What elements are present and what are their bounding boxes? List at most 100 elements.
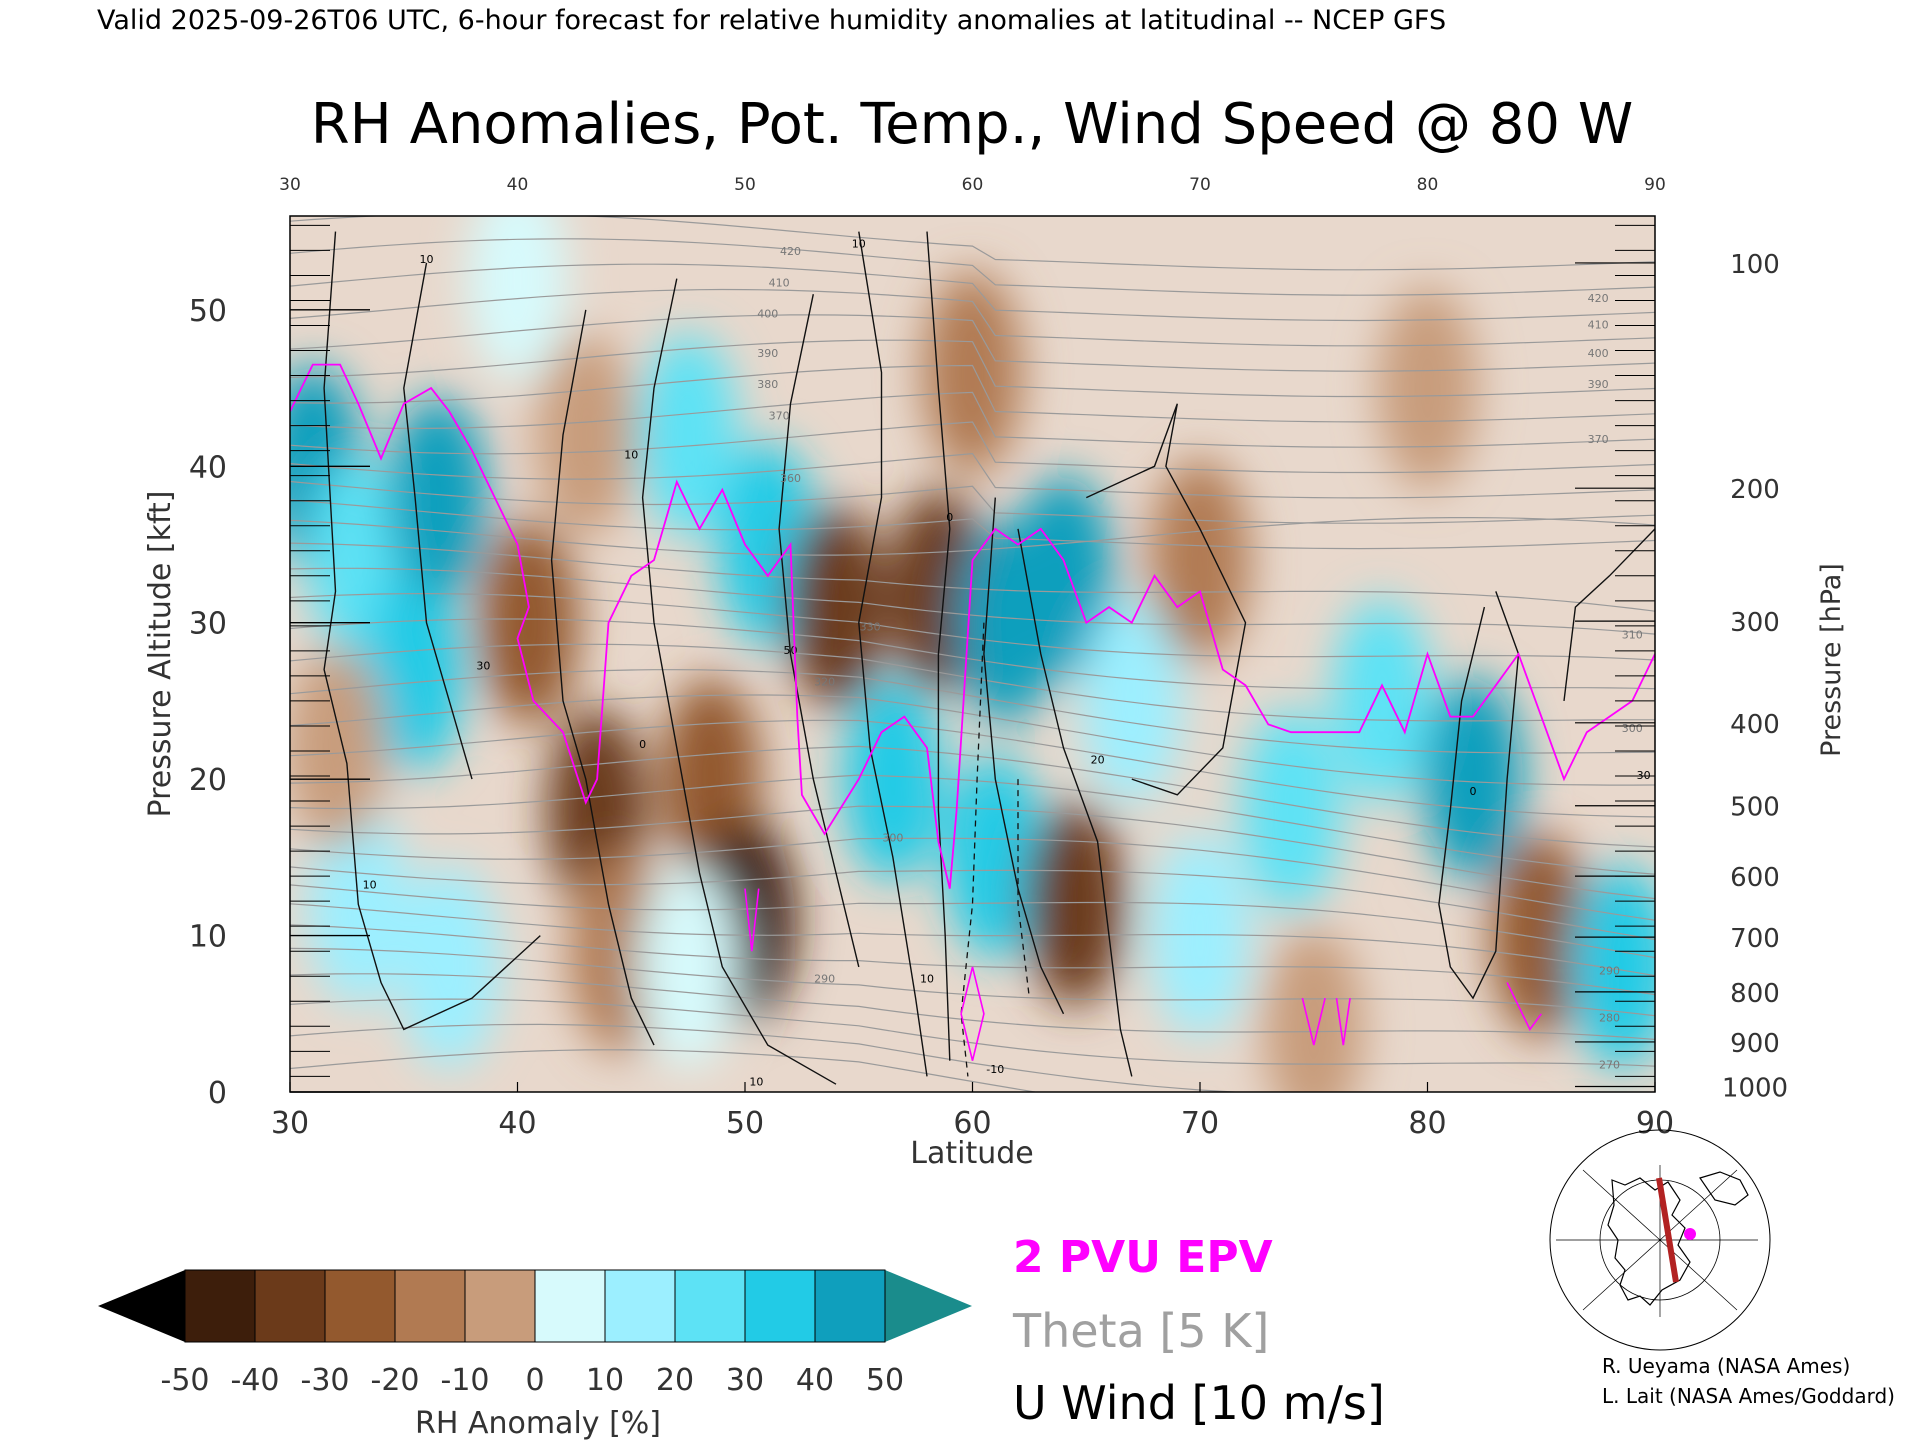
colorbar-segment [814, 1269, 886, 1343]
pressure-tick-label: 300 [1730, 608, 1780, 638]
theta-label: 360 [780, 472, 801, 485]
colorbar-tick-label: -20 [371, 1363, 420, 1398]
inset-map-marker [1684, 1228, 1696, 1240]
rh-anomaly-cell [365, 567, 466, 772]
x-tick-label: 70 [1181, 1106, 1219, 1141]
y-tick-label: 0 [208, 1076, 227, 1111]
pressure-tick-label: 1000 [1722, 1074, 1788, 1104]
pressure-tick-label: 400 [1730, 710, 1780, 740]
theta-contour [290, 618, 1655, 690]
colorbar-tick-label: -50 [161, 1363, 210, 1398]
rh-anomaly-cell [1081, 599, 1182, 803]
colorbar-segment [674, 1269, 746, 1343]
rh-anomaly-cell [638, 333, 739, 537]
wind-label: 10 [920, 973, 934, 986]
x-top-tick-label: 60 [962, 175, 984, 195]
x-axis-top: 30 40 50 60 70 80 90 [279, 175, 1666, 195]
theta-contour [290, 499, 1655, 550]
pressure-tick-label: 600 [1730, 863, 1780, 893]
rh-anomaly-cell [478, 521, 579, 725]
theta-label: 370 [769, 409, 790, 422]
legend-epv: 2 PVU EPV [1013, 1232, 1273, 1283]
u-wind-contours [323, 231, 1655, 1085]
theta-labels: 420 410 400 390 380 370 360 330 320 300 290 420 410 4… [757, 245, 1643, 1071]
rh-anomaly-cell [1240, 708, 1342, 913]
colorbar-segment [254, 1269, 326, 1343]
theta-contour [290, 391, 1655, 448]
colorbar-tick-label: 40 [796, 1363, 834, 1398]
x-top-tick-label: 80 [1417, 175, 1439, 195]
inset-map-transect [1656, 1177, 1679, 1283]
theta-contour [290, 421, 1655, 474]
theta-contour [290, 805, 1655, 900]
theta-label: 310 [1622, 628, 1643, 641]
rh-anomaly-cell [1422, 677, 1524, 881]
epv-line-segment [960, 966, 985, 1061]
x-axis-label: Latitude [910, 1136, 1033, 1171]
pressure-tick-label: 800 [1730, 979, 1780, 1009]
x-tick-label: 90 [1636, 1106, 1674, 1141]
theta-label: 280 [1599, 1012, 1620, 1025]
wind-label: 20 [1091, 754, 1105, 767]
legend-uwind: U Wind [10 m/s] [1013, 1376, 1385, 1430]
colorbar-tick-label: 0 [525, 1363, 544, 1398]
x-axis-bottom: 30 40 50 60 70 80 90 [271, 1082, 1674, 1141]
colorbar-segment [604, 1269, 676, 1343]
u-wind-contour [1438, 591, 1520, 1000]
y-tick-label: 40 [189, 450, 227, 485]
x-tick-label: 60 [953, 1106, 991, 1141]
inset-map-circle [1549, 1129, 1771, 1351]
epv-line-segment [744, 888, 760, 952]
theta-label: 290 [1599, 965, 1620, 978]
u-wind-contour [778, 294, 860, 968]
theta-label: 420 [780, 245, 801, 258]
colorbar-tick-label: 30 [726, 1363, 764, 1398]
u-wind-contour [1017, 528, 1133, 1077]
theta-label: 390 [757, 347, 778, 360]
wind-label: 0 [946, 511, 953, 524]
wind-label: -10 [986, 1063, 1004, 1076]
theta-label: 300 [882, 832, 903, 845]
rh-anomaly-cell [1377, 286, 1478, 490]
u-wind-contour-negative [960, 622, 985, 1077]
rh-anomaly-cell [1263, 927, 1364, 1092]
theta-contour [290, 1049, 1039, 1092]
colorbar-under-triangle [98, 1270, 185, 1342]
theta-contour [290, 339, 1655, 398]
u-wind-contour [983, 497, 1065, 1015]
x-tick-label: 30 [271, 1106, 309, 1141]
rh-anomaly-cell [467, 216, 568, 381]
wind-label: 30 [476, 660, 490, 673]
colorbar-over-triangle [885, 1270, 972, 1342]
epv-line [290, 363, 1655, 889]
wind-label: 10 [852, 237, 866, 250]
rh-anomaly-cell [1331, 599, 1433, 803]
y-axis-right-label: Pressure [hPa] [1816, 563, 1847, 757]
rh-anomaly-cell [945, 755, 1046, 960]
y-axis-left-label: Pressure Altitude [kft] [143, 491, 178, 818]
theta-label: 300 [1622, 722, 1643, 735]
rh-anomaly-cell [1149, 833, 1251, 1038]
u-wind-contour [1563, 528, 1655, 701]
theta-contour [290, 973, 1655, 1040]
pressure-tick-label: 900 [1730, 1029, 1780, 1059]
theta-label: 330 [860, 621, 881, 634]
wind-label: 10 [363, 879, 377, 892]
colorbar-segment [744, 1269, 816, 1343]
theta-contour [290, 452, 1655, 499]
colorbar-segment [184, 1269, 256, 1343]
theta-label: 320 [814, 675, 835, 688]
chart-title: RH Anomalies, Pot. Temp., Wind Speed @ 8… [311, 92, 1633, 157]
theta-label: 420 [1588, 292, 1609, 305]
rh-anomaly-cell [1013, 474, 1114, 678]
inset-map [1549, 1129, 1771, 1351]
epv-line-segment [1301, 997, 1326, 1046]
u-wind-contour-negative [1017, 779, 1031, 999]
theta-contour [290, 745, 1655, 848]
colorbar-segment [534, 1269, 606, 1343]
colorbar-label: RH Anomaly [%] [415, 1406, 661, 1440]
theta-contour [290, 542, 1655, 612]
theta-label: 410 [1588, 319, 1609, 332]
x-top-tick-label: 50 [734, 175, 756, 195]
u-wind-contour [403, 262, 473, 780]
